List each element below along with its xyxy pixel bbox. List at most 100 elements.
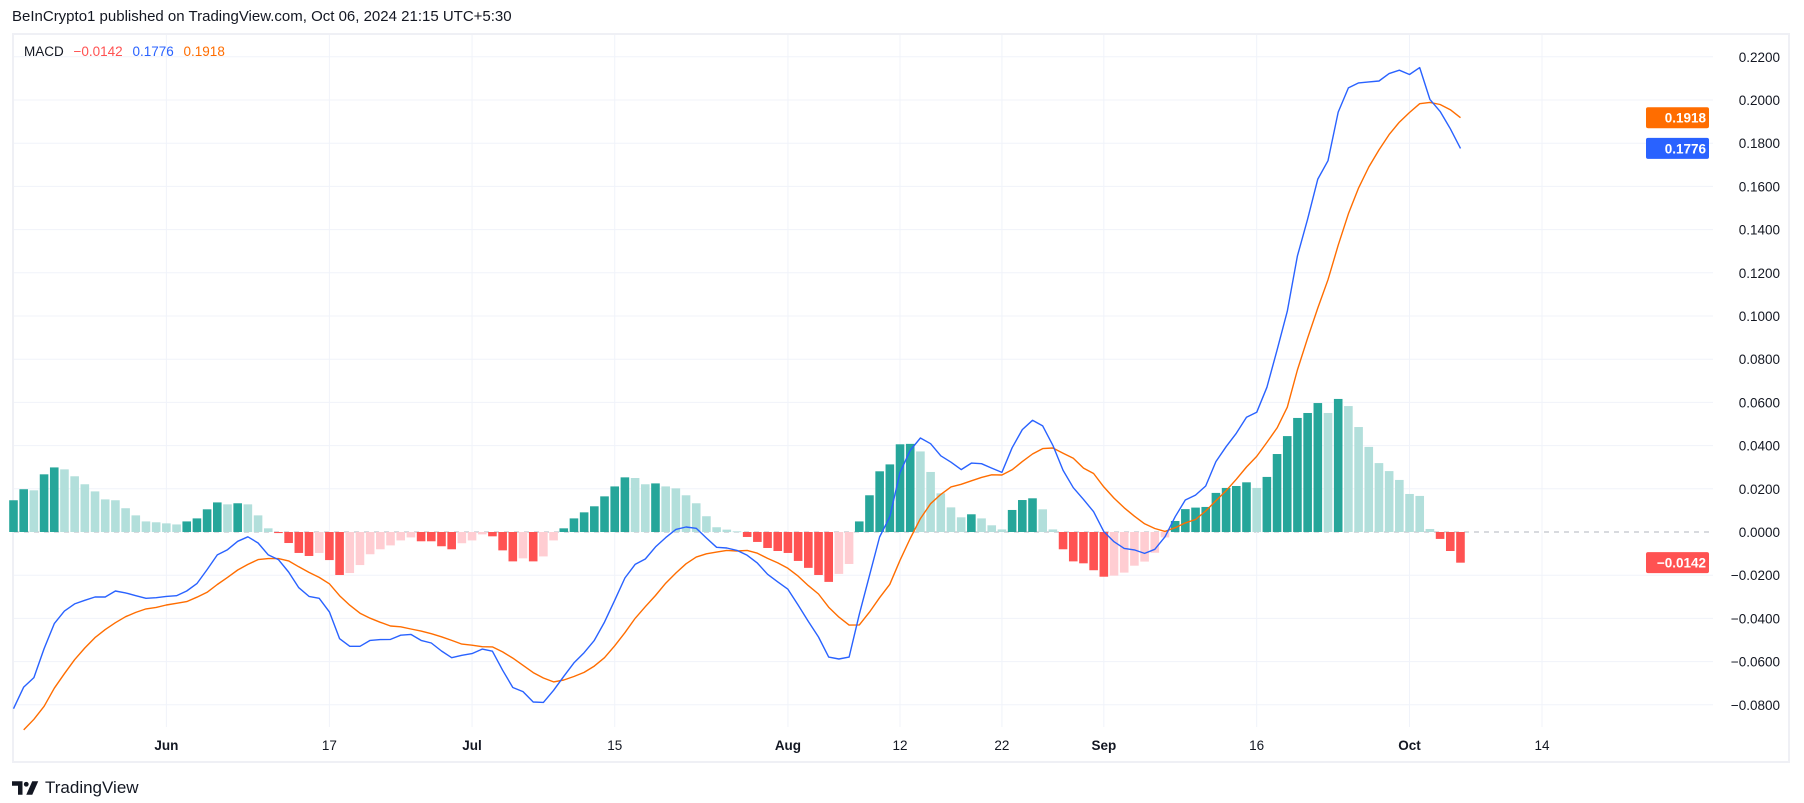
chart-pane [12, 33, 1790, 763]
histogram-bar [763, 532, 772, 548]
histogram-bar [90, 491, 100, 532]
histogram-bar [1354, 427, 1363, 532]
histogram-bar [640, 484, 650, 532]
histogram-bar [834, 532, 844, 574]
last-value-labels: 0.1918 0.1776 −0.0142 [1646, 107, 1709, 574]
histogram-bar [1170, 520, 1180, 532]
histogram-bar [406, 532, 416, 538]
histogram-bar [956, 517, 966, 532]
histogram-bar [1384, 471, 1394, 532]
macd-last-value-label-text: 0.1776 [1665, 141, 1707, 156]
histogram-bar [518, 532, 528, 559]
histogram-bar [579, 512, 589, 532]
histogram-bar [376, 532, 385, 550]
histogram-bar [1415, 495, 1425, 532]
histogram-bar [987, 525, 997, 532]
histogram-bar [895, 444, 905, 532]
signal-line [23, 101, 1461, 731]
histogram-bar [854, 521, 864, 532]
histogram-bar [192, 518, 202, 532]
x-tick-label: Oct [1398, 738, 1421, 753]
histogram-bar [681, 495, 691, 532]
y-tick-label: 0.0400 [1739, 439, 1780, 454]
histogram-bar [70, 476, 79, 532]
histogram-bar [804, 532, 813, 568]
histogram-bar [9, 500, 18, 532]
histogram-bar [1313, 403, 1323, 532]
y-tick-label: 0.2200 [1739, 50, 1780, 65]
y-tick-label: 0.1200 [1739, 266, 1780, 281]
histogram-last-value-label: −0.0142 [1646, 552, 1709, 574]
macd-line [12, 66, 1462, 709]
legend-signal-value: 0.1918 [183, 44, 225, 59]
histogram-bar [773, 532, 783, 552]
x-tick-label: 15 [607, 738, 622, 753]
histogram-bar [1130, 532, 1139, 566]
histogram-bar [600, 496, 609, 532]
histogram-bar [1445, 532, 1455, 552]
histogram-bar [1089, 532, 1098, 571]
histogram-bar [1109, 532, 1119, 576]
histogram-bar [814, 532, 823, 575]
x-tick-label: Aug [775, 738, 801, 753]
histogram-bar [314, 532, 324, 553]
histogram-bar [437, 532, 446, 547]
x-tick-label: Jul [462, 738, 482, 753]
histogram-bar [977, 518, 986, 532]
histogram-bar [1079, 532, 1088, 564]
histogram-bar [60, 469, 69, 532]
histogram-bar [131, 515, 141, 532]
indicator-legend[interactable]: MACD −0.0142 0.1776 0.1918 [24, 44, 231, 59]
histogram-bar [111, 500, 120, 532]
histogram-bar [182, 521, 192, 532]
histogram-bar [783, 532, 793, 553]
histogram-bar [702, 516, 711, 532]
histogram-last-value-label-bg [1646, 552, 1709, 574]
brand-name: TradingView [45, 778, 139, 797]
histogram-bar [1150, 532, 1160, 553]
histogram-bar [100, 499, 110, 532]
histogram-bar [213, 502, 222, 532]
histogram-bar [508, 532, 518, 562]
histogram-bar [49, 467, 59, 532]
y-tick-label: 0.1400 [1739, 223, 1780, 238]
histogram-bar [753, 532, 762, 542]
histogram-bar [498, 532, 507, 551]
histogram-bar [447, 532, 456, 550]
histogram-bar [396, 532, 406, 541]
histogram-bar [1252, 487, 1261, 532]
signal-last-value-label-text: 0.1918 [1665, 111, 1707, 126]
histogram-bar [865, 495, 874, 532]
histogram-bar [1181, 509, 1190, 532]
histogram-bar [172, 524, 181, 532]
histogram-bar [29, 490, 39, 532]
x-tick-label: 14 [1534, 738, 1550, 753]
y-tick-label: 0.1600 [1739, 179, 1780, 194]
histogram-bar [162, 523, 171, 532]
time-axis: Jun 17 Jul 15 Aug 12 22 Sep 16 Oct 14 [154, 738, 1550, 753]
histogram-bar [916, 451, 925, 532]
histogram-bar [202, 509, 212, 532]
histogram-bar [80, 484, 90, 532]
histogram-bar [345, 532, 355, 574]
histogram-bar [1058, 532, 1068, 550]
histogram-bar [1364, 446, 1374, 532]
histogram-bar [620, 477, 630, 532]
histogram-bar [1048, 529, 1058, 532]
legend-macd-value: 0.1776 [132, 44, 174, 59]
x-tick-label: 12 [893, 738, 908, 753]
histogram-bar [1272, 454, 1282, 532]
tradingview-footer[interactable]: TradingView [12, 778, 139, 798]
publish-info: BeInCrypto1 published on TradingView.com… [12, 8, 512, 25]
tradingview-logo-icon [12, 781, 39, 795]
histogram-bar [936, 493, 946, 532]
histogram-bar [1028, 498, 1037, 532]
macd-last-value-label: 0.1776 [1646, 137, 1709, 159]
histogram-bar [1395, 479, 1404, 532]
histogram-bar [549, 532, 558, 541]
y-tick-label: 0.0200 [1739, 482, 1780, 497]
x-tick-label: 16 [1249, 738, 1264, 753]
y-tick-label: −0.0200 [1731, 568, 1780, 583]
histogram-bar [1160, 532, 1170, 538]
